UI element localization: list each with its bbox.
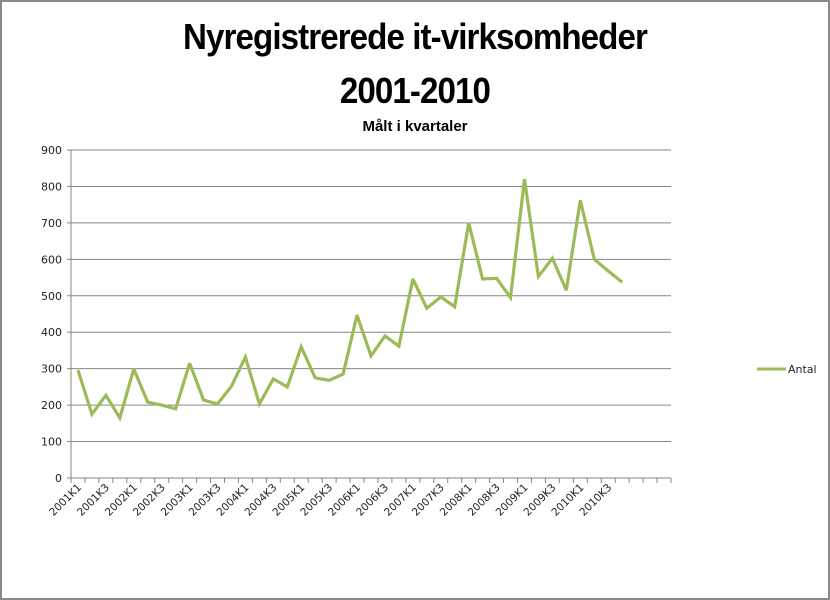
y-tick-label: 200 <box>41 399 62 412</box>
series-antal <box>76 178 624 422</box>
x-axis: 2001K12001K32002K12002K32003K12003K32004… <box>47 477 672 519</box>
y-tick-label: 500 <box>41 290 62 303</box>
gridlines <box>71 149 671 443</box>
y-tick-label: 400 <box>41 326 62 339</box>
y-tick-label: 600 <box>41 253 62 266</box>
chart-title-line-2: 2001-2010 <box>339 70 491 111</box>
series-line <box>76 178 624 422</box>
legend: Antal <box>757 363 817 376</box>
y-tick-label: 800 <box>41 180 62 193</box>
chart-title-line-1: Nyregistrerede it-virksomheder <box>183 16 648 57</box>
chart-subtitle: Målt i kvartaler <box>362 118 468 135</box>
y-axis: 0 100 200 300 400 500 600 700 800 900 <box>41 144 72 485</box>
y-tick-label: 100 <box>41 436 62 449</box>
y-tick-label: 900 <box>41 144 62 157</box>
y-tick-label: 0 <box>55 472 62 485</box>
legend-label-antal: Antal <box>788 363 817 376</box>
y-tick-label: 700 <box>41 217 62 230</box>
y-tick-label: 300 <box>41 363 62 376</box>
